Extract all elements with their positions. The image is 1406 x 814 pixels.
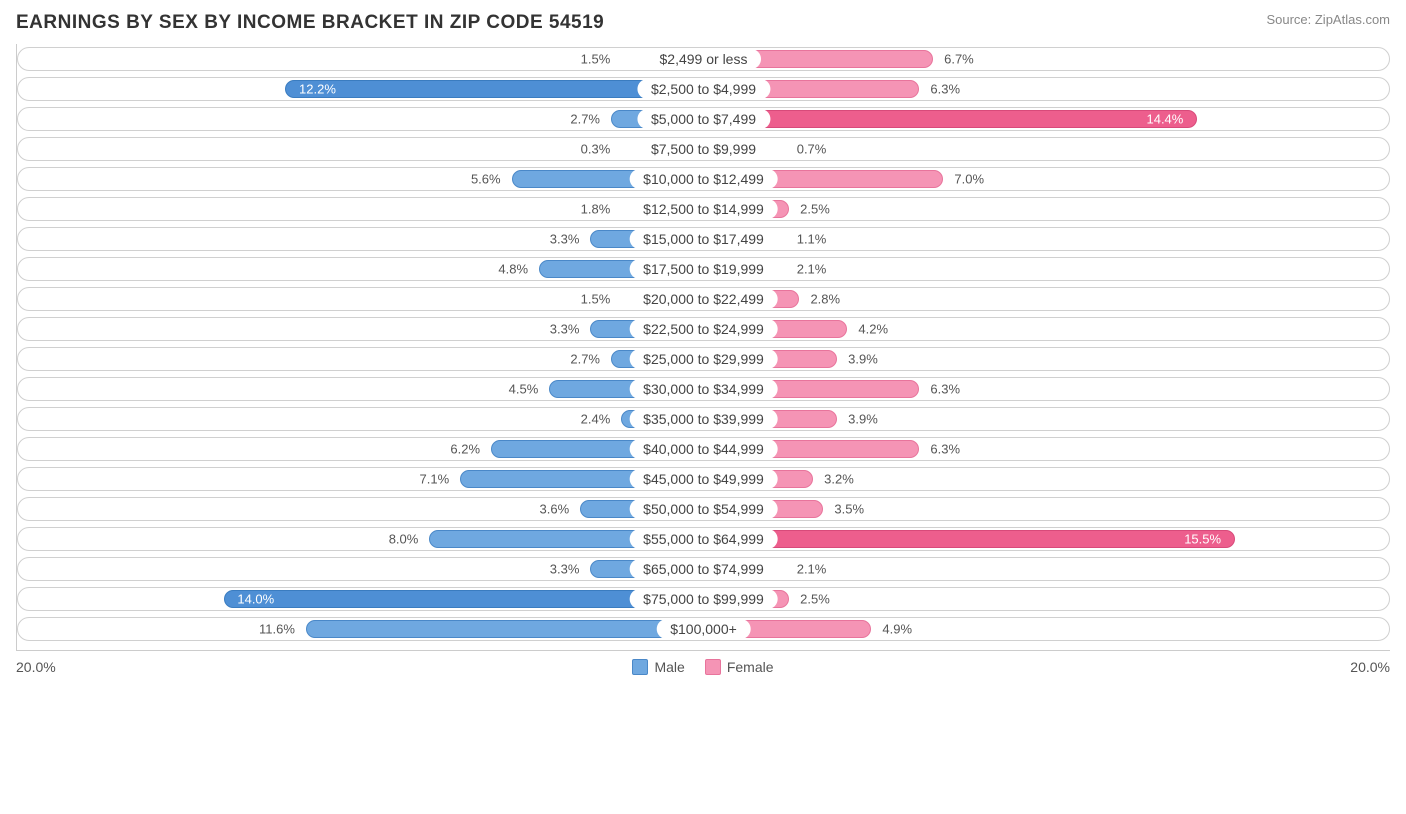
male-value: 0.3% bbox=[581, 142, 611, 157]
male-value: 3.3% bbox=[550, 232, 580, 247]
female-value: 3.9% bbox=[848, 352, 878, 367]
chart-title: EARNINGS BY SEX BY INCOME BRACKET IN ZIP… bbox=[16, 12, 604, 34]
male-bar bbox=[306, 620, 704, 638]
category-label: $7,500 to $9,999 bbox=[637, 139, 770, 159]
female-value: 3.2% bbox=[824, 472, 854, 487]
male-value: 8.0% bbox=[389, 532, 419, 547]
female-value: 6.3% bbox=[930, 382, 960, 397]
male-value: 6.2% bbox=[450, 442, 480, 457]
male-value: 4.5% bbox=[509, 382, 539, 397]
female-value: 2.5% bbox=[800, 592, 830, 607]
male-value: 3.6% bbox=[540, 502, 570, 517]
female-value: 0.7% bbox=[797, 142, 827, 157]
male-value: 1.8% bbox=[581, 202, 611, 217]
category-label: $100,000+ bbox=[656, 619, 751, 639]
category-label: $2,500 to $4,999 bbox=[637, 79, 770, 99]
chart-row: $20,000 to $22,499 1.5% 2.8% bbox=[17, 287, 1390, 311]
female-value: 6.7% bbox=[944, 52, 974, 67]
female-value: 3.9% bbox=[848, 412, 878, 427]
axis-max-right: 20.0% bbox=[1350, 659, 1390, 675]
male-value: 3.3% bbox=[550, 322, 580, 337]
legend: Male Female bbox=[56, 659, 1351, 675]
male-swatch-icon bbox=[632, 659, 648, 675]
female-value: 7.0% bbox=[954, 172, 984, 187]
category-label: $50,000 to $54,999 bbox=[629, 499, 778, 519]
chart-row: $45,000 to $49,999 7.1% 3.2% bbox=[17, 467, 1390, 491]
female-value: 2.1% bbox=[797, 562, 827, 577]
category-label: $12,500 to $14,999 bbox=[629, 199, 778, 219]
category-label: $25,000 to $29,999 bbox=[629, 349, 778, 369]
male-value: 1.5% bbox=[581, 52, 611, 67]
female-value: 15.5% bbox=[1184, 532, 1221, 547]
female-value: 2.5% bbox=[800, 202, 830, 217]
chart-row: $7,500 to $9,999 0.3% 0.7% bbox=[17, 137, 1390, 161]
male-value: 2.7% bbox=[570, 352, 600, 367]
chart-header: EARNINGS BY SEX BY INCOME BRACKET IN ZIP… bbox=[16, 12, 1390, 34]
chart-row: $30,000 to $34,999 4.5% 6.3% bbox=[17, 377, 1390, 401]
category-label: $55,000 to $64,999 bbox=[629, 529, 778, 549]
female-value: 6.3% bbox=[930, 82, 960, 97]
chart-footer: 20.0% Male Female 20.0% bbox=[16, 659, 1390, 675]
chart-row: $35,000 to $39,999 2.4% 3.9% bbox=[17, 407, 1390, 431]
category-label: $10,000 to $12,499 bbox=[629, 169, 778, 189]
chart-row: $75,000 to $99,999 14.0% 2.5% bbox=[17, 587, 1390, 611]
female-value: 3.5% bbox=[834, 502, 864, 517]
chart-row: $25,000 to $29,999 2.7% 3.9% bbox=[17, 347, 1390, 371]
male-value: 11.6% bbox=[259, 622, 295, 637]
category-label: $15,000 to $17,499 bbox=[629, 229, 778, 249]
male-value: 12.2% bbox=[299, 82, 336, 97]
chart-row: $100,000+ 11.6% 4.9% bbox=[17, 617, 1390, 641]
category-label: $22,500 to $24,999 bbox=[629, 319, 778, 339]
category-label: $35,000 to $39,999 bbox=[629, 409, 778, 429]
chart-row: $2,499 or less 1.5% 6.7% bbox=[17, 47, 1390, 71]
female-bar bbox=[704, 530, 1235, 548]
legend-male-label: Male bbox=[654, 659, 684, 675]
chart-row: $10,000 to $12,499 5.6% 7.0% bbox=[17, 167, 1390, 191]
female-swatch-icon bbox=[705, 659, 721, 675]
chart-row: $15,000 to $17,499 3.3% 1.1% bbox=[17, 227, 1390, 251]
category-label: $17,500 to $19,999 bbox=[629, 259, 778, 279]
chart-source: Source: ZipAtlas.com bbox=[1266, 12, 1390, 27]
earnings-chart: $2,499 or less 1.5% 6.7% $2,500 to $4,999 12… bbox=[16, 44, 1390, 651]
chart-row: $2,500 to $4,999 12.2% 6.3% bbox=[17, 77, 1390, 101]
male-value: 7.1% bbox=[420, 472, 450, 487]
axis-max-left: 20.0% bbox=[16, 659, 56, 675]
chart-row: $65,000 to $74,999 3.3% 2.1% bbox=[17, 557, 1390, 581]
male-value: 4.8% bbox=[498, 262, 528, 277]
female-value: 4.2% bbox=[858, 322, 888, 337]
male-value: 3.3% bbox=[550, 562, 580, 577]
chart-row: $17,500 to $19,999 4.8% 2.1% bbox=[17, 257, 1390, 281]
chart-row: $40,000 to $44,999 6.2% 6.3% bbox=[17, 437, 1390, 461]
legend-female: Female bbox=[705, 659, 774, 675]
category-label: $45,000 to $49,999 bbox=[629, 469, 778, 489]
category-label: $75,000 to $99,999 bbox=[629, 589, 778, 609]
category-label: $5,000 to $7,499 bbox=[637, 109, 770, 129]
chart-row: $55,000 to $64,999 8.0% 15.5% bbox=[17, 527, 1390, 551]
legend-female-label: Female bbox=[727, 659, 774, 675]
female-value: 6.3% bbox=[930, 442, 960, 457]
male-value: 5.6% bbox=[471, 172, 501, 187]
chart-row: $5,000 to $7,499 2.7% 14.4% bbox=[17, 107, 1390, 131]
category-label: $30,000 to $34,999 bbox=[629, 379, 778, 399]
male-value: 14.0% bbox=[237, 592, 274, 607]
male-value: 1.5% bbox=[581, 292, 611, 307]
category-label: $40,000 to $44,999 bbox=[629, 439, 778, 459]
female-bar bbox=[704, 110, 1198, 128]
category-label: $2,499 or less bbox=[646, 49, 762, 69]
category-label: $20,000 to $22,499 bbox=[629, 289, 778, 309]
female-value: 2.8% bbox=[810, 292, 840, 307]
female-value: 4.9% bbox=[882, 622, 912, 637]
chart-row: $50,000 to $54,999 3.6% 3.5% bbox=[17, 497, 1390, 521]
female-value: 1.1% bbox=[797, 232, 827, 247]
female-value: 2.1% bbox=[797, 262, 827, 277]
legend-male: Male bbox=[632, 659, 684, 675]
male-value: 2.4% bbox=[581, 412, 611, 427]
category-label: $65,000 to $74,999 bbox=[629, 559, 778, 579]
female-value: 14.4% bbox=[1146, 112, 1183, 127]
chart-row: $22,500 to $24,999 3.3% 4.2% bbox=[17, 317, 1390, 341]
chart-row: $12,500 to $14,999 1.8% 2.5% bbox=[17, 197, 1390, 221]
male-value: 2.7% bbox=[570, 112, 600, 127]
